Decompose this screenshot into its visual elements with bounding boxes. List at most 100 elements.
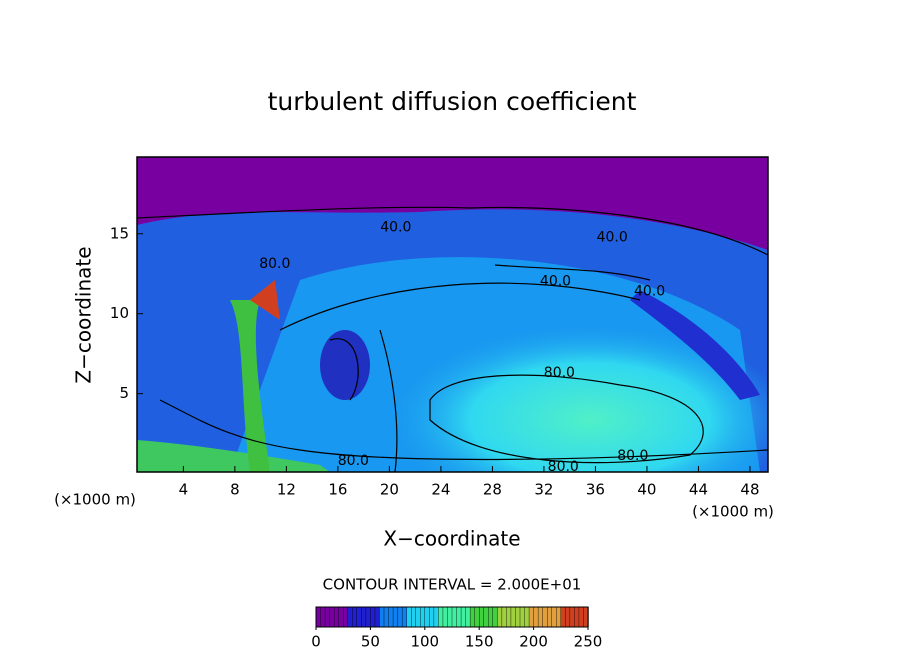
x-tick-label: 40 xyxy=(637,481,656,499)
x-tick-label: 16 xyxy=(328,481,347,499)
colorbar-cell xyxy=(524,606,530,628)
contour-label: 80.0 xyxy=(544,365,575,381)
colorbar-cell xyxy=(469,606,476,628)
colorbar-tick-label: 250 xyxy=(574,633,603,651)
colorbar-frame xyxy=(315,606,589,628)
contour-label: 80.0 xyxy=(259,256,290,272)
colorbar-cell xyxy=(506,606,512,628)
x-tick-label: 36 xyxy=(586,481,605,499)
colorbar-cell xyxy=(411,606,417,628)
colorbar-cell xyxy=(320,606,326,628)
x-tick-label: 12 xyxy=(277,481,296,499)
x-tick-label: 20 xyxy=(380,481,399,499)
colorbar-tick-label: 200 xyxy=(519,633,548,651)
colorbar-cell xyxy=(510,606,517,628)
colorbar-cell xyxy=(460,606,467,628)
x-tick-label: 44 xyxy=(689,481,708,499)
colorbar-cell xyxy=(574,606,580,628)
colorbar-cell xyxy=(315,606,322,628)
colorbar-cell xyxy=(433,606,440,628)
x-axis-label: X−coordinate xyxy=(383,527,520,551)
colorbar-cell xyxy=(542,606,548,628)
colorbar-cell xyxy=(338,606,344,628)
colorbar-cell xyxy=(347,606,353,628)
colorbar-cell xyxy=(547,606,553,628)
colorbar-tick-label: 150 xyxy=(465,633,494,651)
y-tick-label: 5 xyxy=(119,384,129,402)
x-unit-label: (×1000 m) xyxy=(54,491,136,509)
colorbar-cell xyxy=(429,606,435,628)
colorbar-cell xyxy=(374,606,381,628)
colorbar-cell xyxy=(324,606,331,628)
colorbar-cell xyxy=(465,606,471,628)
colorbar-cell xyxy=(329,606,335,628)
colorbar-tick-label: 0 xyxy=(311,633,321,651)
y-axis-label: Z−coordinate xyxy=(72,246,96,383)
colorbar-cell xyxy=(528,606,535,628)
contour-label: 80.0 xyxy=(617,448,648,464)
colorbar-cell xyxy=(556,606,562,628)
colorbar-cell xyxy=(343,606,349,628)
contour-label: 40.0 xyxy=(634,283,665,299)
contour-label: 40.0 xyxy=(380,219,411,235)
colorbar-cell xyxy=(451,606,458,628)
plot-frame xyxy=(136,156,769,473)
colorbar-cell xyxy=(392,606,399,628)
colorbar-cell xyxy=(479,606,485,628)
colorbar-cell xyxy=(492,606,499,628)
contour-interval: CONTOUR INTERVAL = 2.000E+01 xyxy=(323,576,582,594)
colorbar-cell xyxy=(533,606,539,628)
y-tick-label: 10 xyxy=(110,304,129,322)
colorbar-cell xyxy=(442,606,449,628)
colorbar-cell xyxy=(565,606,571,628)
x-tick-label: 32 xyxy=(534,481,553,499)
colorbar-cell xyxy=(501,606,508,628)
x-tick-label: 28 xyxy=(483,481,502,499)
colorbar-cell xyxy=(370,606,376,628)
colorbar-cell xyxy=(383,606,390,628)
x-tick-label: 4 xyxy=(179,481,189,499)
colorbar-cell xyxy=(415,606,421,628)
colorbar-tick-label: 100 xyxy=(410,633,439,651)
colorbar-cell xyxy=(379,606,385,628)
colorbar-cell xyxy=(456,606,462,628)
colorbar-cell xyxy=(406,606,412,628)
colorbar-tick-label: 50 xyxy=(361,633,380,651)
contour-label: 80.0 xyxy=(338,453,369,469)
colorbar-cell xyxy=(438,606,444,628)
colorbar-cell xyxy=(551,606,557,628)
colorbar-cell xyxy=(356,606,363,628)
colorbar-cell xyxy=(401,606,408,628)
colorbar-cell xyxy=(569,606,576,628)
contour-label: 40.0 xyxy=(597,230,628,246)
colorbar-cell xyxy=(361,606,367,628)
colorbar-cell xyxy=(560,606,567,628)
contour-label: 80.0 xyxy=(548,459,579,475)
field xyxy=(137,157,768,472)
x-unit-label: (×1000 m) xyxy=(692,503,774,521)
colorbar-cell xyxy=(578,606,585,628)
colorbar-cell xyxy=(388,606,394,628)
colorbar-cell xyxy=(365,606,372,628)
chart-title: turbulent diffusion coefficient xyxy=(268,87,637,116)
colorbar-cell xyxy=(537,606,544,628)
x-tick-label: 48 xyxy=(740,481,759,499)
colorbar-cell xyxy=(483,606,489,628)
x-tick-label: 24 xyxy=(431,481,450,499)
colorbar-cell xyxy=(519,606,526,628)
x-tick-label: 8 xyxy=(230,481,240,499)
colorbar-cell xyxy=(420,606,426,628)
colorbar-cell xyxy=(397,606,403,628)
colorbar-cell xyxy=(447,606,453,628)
colorbar-cell xyxy=(515,606,521,628)
colorbar-cell xyxy=(497,606,503,628)
contour-label: 40.0 xyxy=(540,274,571,290)
colorbar-cell xyxy=(333,606,340,628)
colorbar-cell xyxy=(352,606,358,628)
colorbar-cell xyxy=(424,606,431,628)
y-tick-label: 15 xyxy=(110,224,129,242)
colorbar-cell xyxy=(488,606,494,628)
colorbar-cell xyxy=(474,606,480,628)
